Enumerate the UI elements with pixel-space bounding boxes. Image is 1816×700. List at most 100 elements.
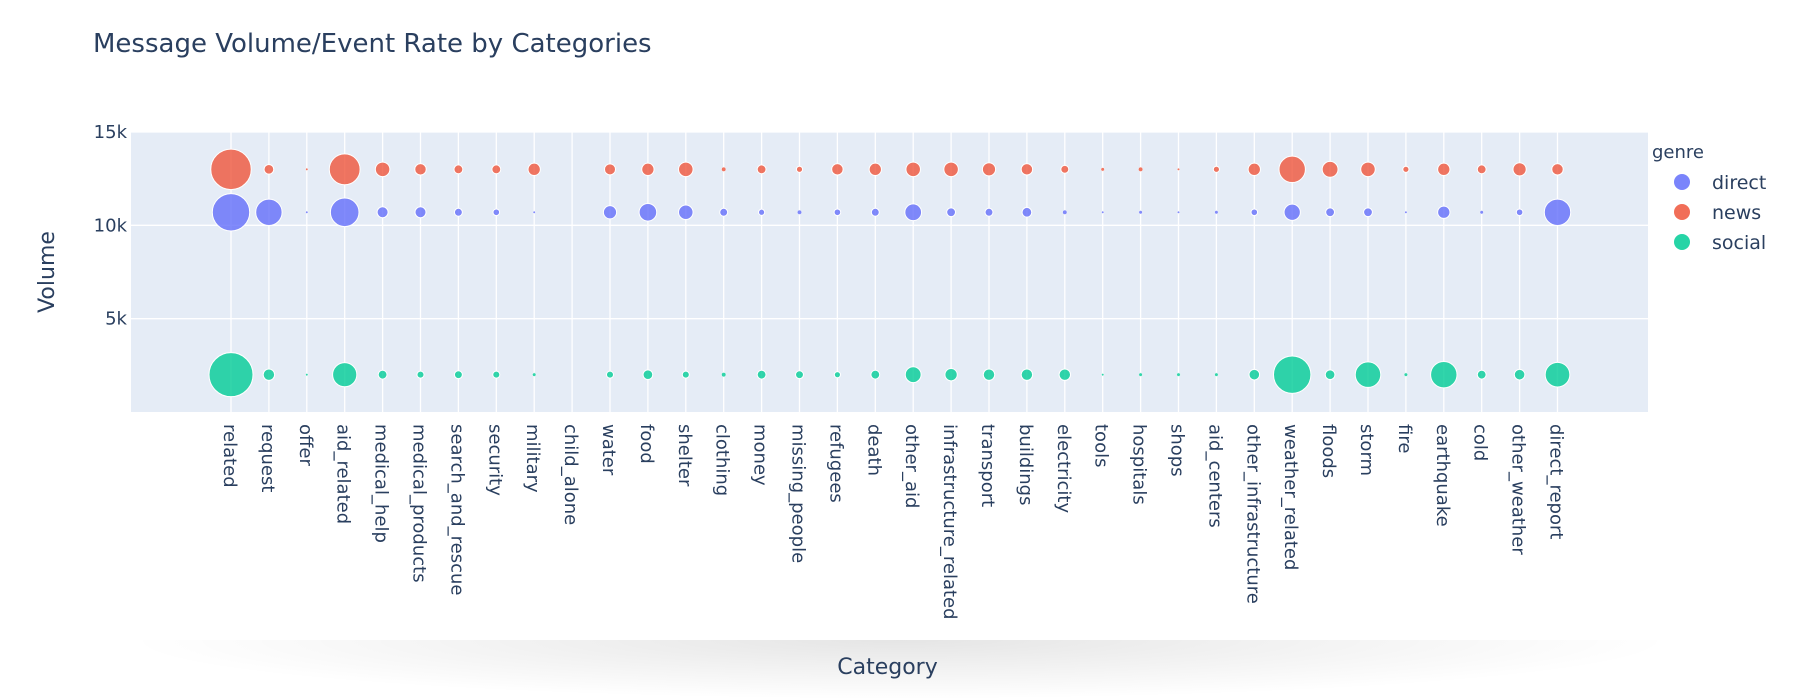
bubble-social: [1513, 368, 1526, 381]
bubble-social: [721, 372, 727, 378]
x-tick-label: aid_centers: [1204, 424, 1225, 528]
bottom-shadow: [120, 640, 1680, 700]
plot-area: [131, 132, 1648, 412]
bubble-direct: [255, 198, 283, 226]
bubble-social: [1138, 372, 1143, 377]
bubble-direct: [1138, 210, 1143, 215]
x-tick-label: electricity: [1053, 424, 1074, 513]
bubble-news: [981, 162, 997, 177]
y-tick-label: 10k: [94, 215, 128, 236]
x-tick-label: medical_products: [409, 424, 430, 583]
bubble-social: [1544, 361, 1571, 388]
bubble-news: [305, 167, 309, 171]
legend-label-social: social: [1712, 232, 1766, 254]
bubble-direct: [414, 206, 427, 219]
x-tick-label: fire: [1394, 424, 1415, 453]
y-tick-label: 5k: [105, 309, 127, 330]
legend-marker-news: [1674, 204, 1690, 220]
bubble-news: [678, 161, 694, 178]
bubble-news: [721, 166, 727, 172]
bubble-direct: [1325, 207, 1335, 218]
bubble-social: [944, 368, 958, 382]
bubble-social: [1176, 372, 1181, 377]
bubble-news: [1100, 167, 1105, 172]
bubble-social: [262, 368, 276, 381]
bubble-news: [795, 165, 804, 173]
bubble-news: [491, 164, 502, 175]
bubble-direct: [532, 210, 536, 214]
bubble-social: [492, 370, 501, 379]
bubble-direct: [1283, 203, 1301, 221]
bubble-social: [756, 369, 767, 380]
bubble-news: [868, 162, 882, 176]
bubble-direct: [833, 208, 842, 217]
bubble-social: [1214, 372, 1219, 377]
x-tick-label: hospitals: [1129, 424, 1150, 505]
bubble-news: [414, 163, 427, 176]
y-axis-title: Volume: [35, 231, 60, 313]
x-tick-label: storm: [1356, 424, 1377, 476]
x-axis-title: Category: [837, 655, 938, 680]
bubble-social: [1354, 361, 1382, 388]
bubble-social: [305, 373, 309, 377]
bubble-social: [904, 366, 922, 384]
bubble-social: [1403, 372, 1408, 377]
x-tick-label: buildings: [1015, 424, 1036, 505]
bubble-social: [332, 362, 358, 388]
x-tick-label: related: [219, 424, 240, 488]
bubble-direct: [946, 207, 956, 218]
bubble-news: [1402, 165, 1410, 173]
x-axis: related request offer aid_related medical_he…: [219, 424, 1567, 620]
bubble-news: [374, 161, 391, 178]
bubble-social: [870, 369, 881, 380]
data-points: [208, 148, 1572, 398]
bubble-direct: [984, 207, 994, 217]
bubble-news: [905, 161, 921, 178]
x-tick-label: money: [750, 424, 771, 486]
legend-marker-social: [1674, 234, 1690, 250]
bubble-direct: [329, 197, 360, 228]
x-tick-label: medical_help: [371, 424, 392, 543]
bubble-news: [604, 163, 616, 176]
x-tick-label: earthquake: [1432, 424, 1453, 527]
bubble-social: [1476, 369, 1487, 380]
x-tick-label: infrastructure_related: [939, 424, 960, 620]
bubble-direct: [1515, 208, 1524, 217]
x-tick-label: other_weather: [1508, 424, 1529, 555]
bubble-news: [1476, 164, 1487, 175]
x-tick-label: direct_report: [1546, 424, 1567, 539]
bubble-news: [453, 164, 464, 175]
bubble-social: [453, 370, 463, 380]
bubble-direct: [1479, 210, 1484, 215]
bubble-direct: [1214, 210, 1219, 215]
bubble-direct: [376, 206, 389, 219]
bubble-direct: [678, 204, 694, 221]
bubble-direct: [1250, 208, 1259, 217]
bubble-social: [1101, 373, 1105, 377]
bubble-social: [532, 372, 537, 377]
bubble-news: [1437, 162, 1451, 176]
bubble-news: [1138, 166, 1144, 172]
x-tick-label: weather_related: [1280, 424, 1301, 570]
bubble-social: [1020, 368, 1034, 381]
bubble-direct: [1101, 210, 1105, 214]
bubble-direct: [904, 203, 923, 222]
legend-label-direct: direct: [1712, 172, 1766, 194]
x-tick-label: floods: [1318, 424, 1339, 478]
legend-label-news: news: [1712, 202, 1761, 224]
bubble-direct: [638, 202, 658, 222]
bubble-direct: [870, 207, 880, 217]
bubble-social: [1248, 368, 1261, 381]
bubble-social: [642, 369, 654, 381]
x-tick-label: death: [863, 424, 884, 476]
bubble-news: [1020, 163, 1034, 176]
bubble-news: [527, 162, 541, 176]
bubble-news: [641, 162, 655, 176]
x-tick-label: request: [257, 424, 278, 492]
legend: genre direct news social: [1652, 142, 1766, 254]
bubble-direct: [1437, 205, 1451, 219]
bubble-direct: [602, 205, 618, 220]
bubble-direct: [1177, 210, 1180, 214]
chart-title: Message Volume/Event Rate by Categories: [93, 29, 652, 59]
